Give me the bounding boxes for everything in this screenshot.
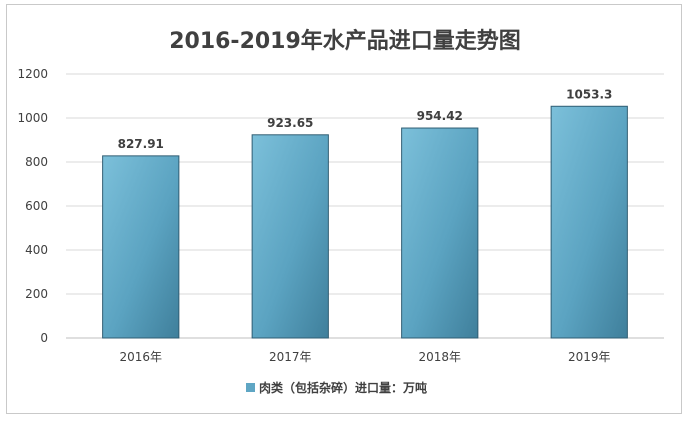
legend-label: 肉类（包括杂碎）进口量：万吨 [259, 380, 427, 395]
data-label: 827.91 [118, 137, 164, 151]
bar-layer [102, 105, 628, 339]
x-tick-label: 2019年 [568, 350, 611, 364]
data-label-layer: 827.91 923.65 954.42 1053.3 [118, 87, 613, 151]
bar [251, 134, 329, 339]
legend-swatch [246, 383, 255, 392]
y-axis: 0 200 400 600 800 1000 1200 [17, 67, 48, 345]
data-label: 923.65 [267, 116, 313, 130]
y-tick-label: 600 [25, 199, 48, 213]
data-label: 954.42 [417, 109, 463, 123]
data-label: 1053.3 [566, 87, 612, 101]
bar [102, 155, 180, 339]
y-tick-label: 0 [40, 331, 48, 345]
x-tick-label: 2018年 [418, 350, 461, 364]
chart-title: 2016-2019年水产品进口量走势图 [169, 28, 521, 54]
legend: 肉类（包括杂碎）进口量：万吨 [246, 380, 427, 395]
y-tick-label: 400 [25, 243, 48, 257]
bar [550, 105, 628, 339]
y-tick-label: 200 [25, 287, 48, 301]
bar [401, 127, 479, 339]
x-tick-label: 2016年 [119, 350, 162, 364]
y-tick-label: 1000 [17, 111, 48, 125]
x-axis: 2016年 2017年 2018年 2019年 [119, 350, 610, 364]
y-tick-label: 800 [25, 155, 48, 169]
x-tick-label: 2017年 [269, 350, 312, 364]
y-tick-label: 1200 [17, 67, 48, 81]
